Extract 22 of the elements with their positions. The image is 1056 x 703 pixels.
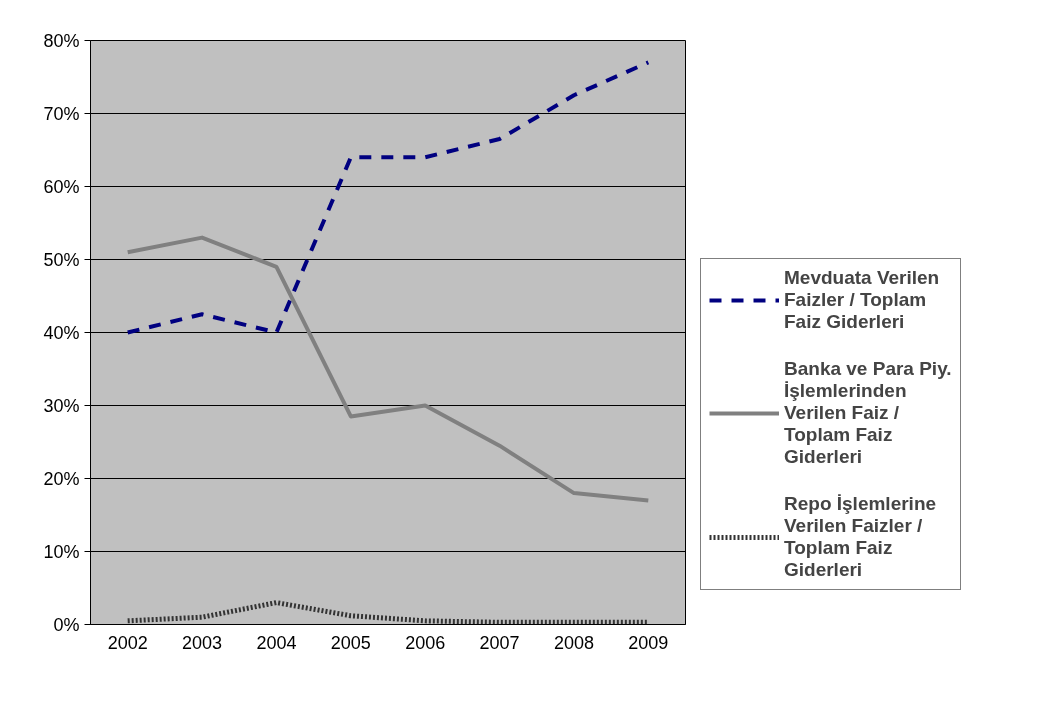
y-tick-label: 60% [43, 176, 80, 197]
x-tick-label: 2005 [330, 632, 371, 653]
y-tick-label: 80% [43, 30, 80, 51]
x-tick-label: 2007 [479, 632, 520, 653]
y-tick-label: 40% [43, 322, 80, 343]
line-series [125, 235, 651, 503]
x-tick-label: 2002 [107, 632, 148, 653]
line-series [125, 60, 651, 335]
y-tick-label: 10% [43, 541, 80, 562]
legend-label: Banka ve Para Piy. İşlemlerinden Verilen Faiz / Toplam Faiz Giderleri [784, 358, 952, 468]
x-tick-label: 2006 [405, 632, 446, 653]
y-tick-label: 0% [53, 614, 80, 635]
x-tick-label: 2004 [256, 632, 297, 653]
x-tick-label: 2008 [553, 632, 594, 653]
legend-label: Repo İşlemlerine Verilen Faizler / Toplam Faiz Giderleri [784, 493, 937, 581]
x-tick-label: 2003 [182, 632, 223, 653]
y-tick-label: 50% [43, 249, 80, 270]
y-tick-label: 70% [43, 103, 80, 124]
x-tick-label: 2009 [628, 632, 669, 653]
y-tick-label: 20% [43, 468, 80, 489]
y-tick-label: 30% [43, 395, 80, 416]
legend-label: Mevduata Verilen Faizler / Toplam Faiz Giderleri [784, 267, 940, 333]
